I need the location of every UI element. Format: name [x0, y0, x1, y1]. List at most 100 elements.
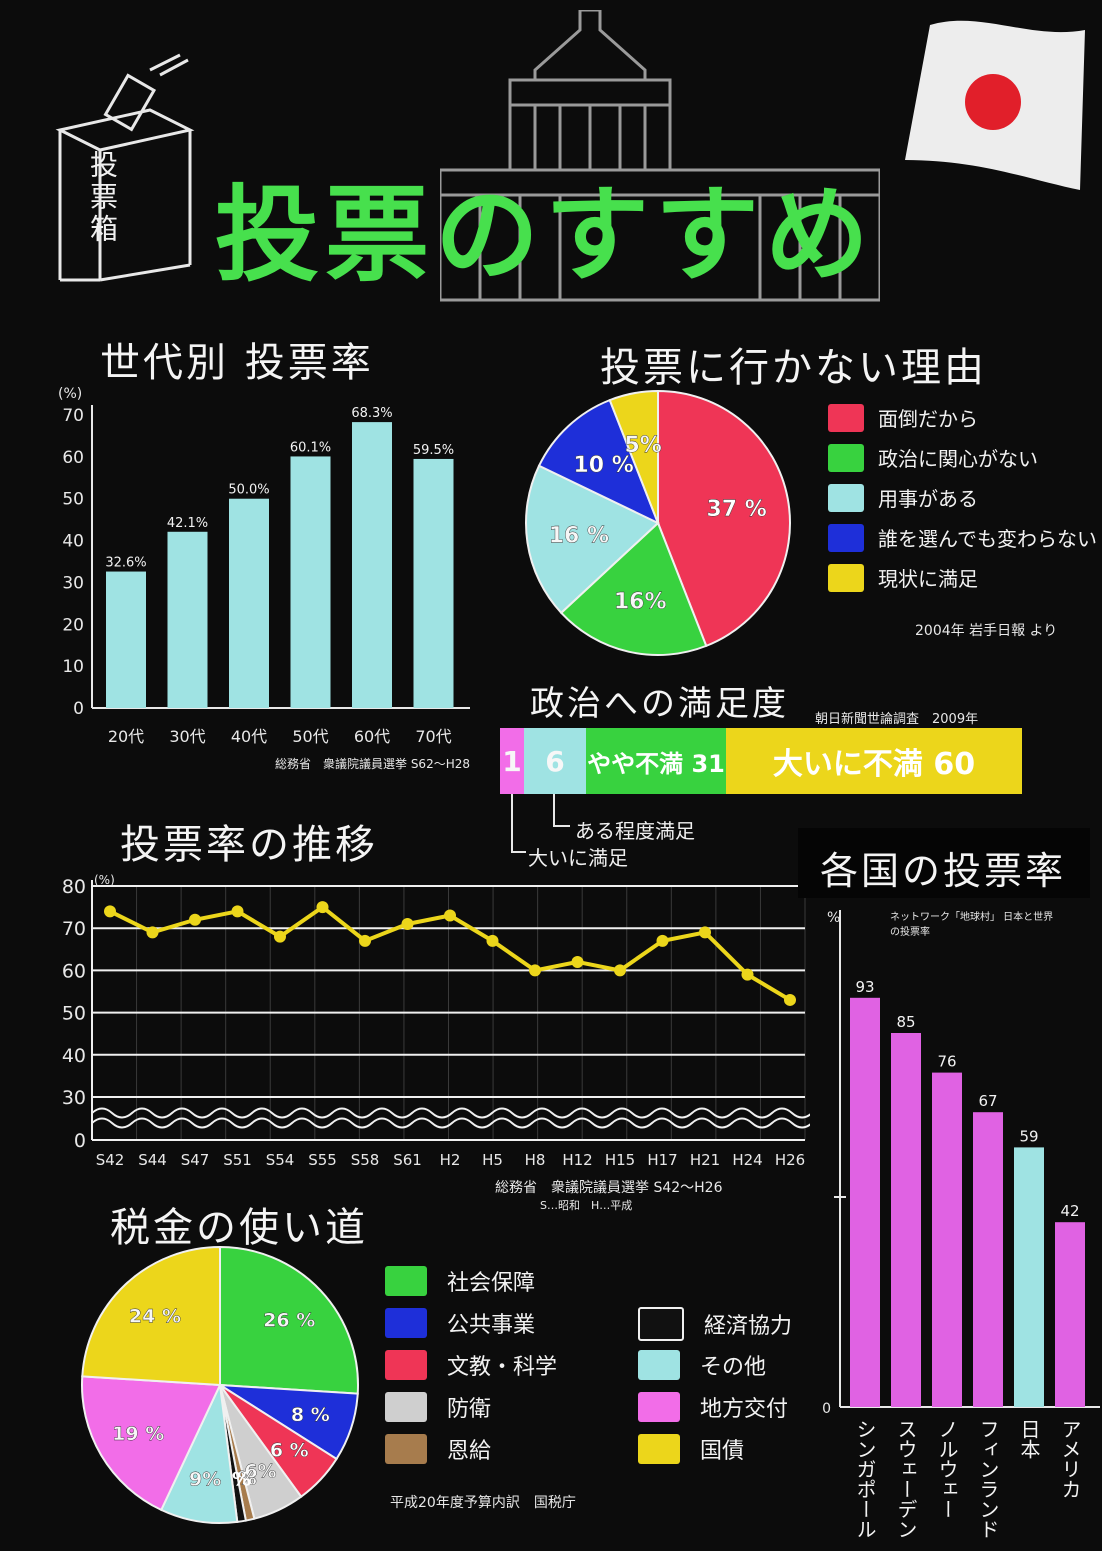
x-tick-label: S61	[393, 1151, 422, 1169]
ballot-box-label: 投票箱	[86, 150, 119, 246]
legend-label: 文教・科学	[447, 1355, 558, 1380]
tax-slice-label: 9%	[189, 1468, 221, 1490]
x-tick-label: ノルウェー	[935, 1419, 959, 1519]
country-bar	[932, 1072, 962, 1407]
age-bar	[167, 531, 208, 708]
y-tick-label: 0	[822, 1401, 831, 1417]
x-tick-label: 70代	[415, 727, 451, 746]
diet-building-icon	[440, 10, 880, 302]
bar-value-label: 85	[896, 1013, 915, 1031]
y-tick-label: 80	[62, 876, 86, 898]
legend-swatch	[385, 1434, 427, 1464]
legend-item: 文教・科学	[385, 1349, 557, 1381]
japan-flag-icon	[905, 20, 1085, 190]
legend-item: 公共事業	[385, 1307, 535, 1339]
legend-label: 国債	[700, 1439, 745, 1464]
x-tick-label: S42	[96, 1151, 125, 1169]
page-title: 投票のすすめ	[215, 174, 876, 296]
reason-slice	[559, 521, 708, 656]
reason-slice-label: 5%	[624, 433, 661, 458]
y-tick-label: 0	[73, 699, 84, 719]
x-tick-label: 40代	[231, 727, 267, 746]
x-tick-label: H12	[562, 1151, 592, 1169]
legend-swatch	[638, 1307, 684, 1341]
legend-label: その他	[700, 1355, 767, 1380]
legend-item: 地方交付	[638, 1391, 788, 1423]
legend-swatch	[638, 1350, 680, 1380]
bar-value-label: 42	[1060, 1202, 1079, 1220]
country-bar	[1055, 1222, 1085, 1407]
x-tick-label: S47	[181, 1151, 210, 1169]
y-tick-label: 40	[62, 1045, 86, 1067]
x-tick-label: 50代	[292, 727, 328, 746]
x-tick-label: H21	[690, 1151, 720, 1169]
turnout-point	[486, 934, 499, 947]
tax-slice	[81, 1375, 222, 1512]
satisfaction-segment: 1	[500, 728, 524, 794]
legend-label: 公共事業	[447, 1313, 536, 1338]
legend-label: 恩給	[447, 1439, 492, 1464]
x-tick-label: H2	[440, 1151, 461, 1169]
x-tick-label: H15	[605, 1151, 635, 1169]
axis-break-wave	[91, 1117, 810, 1129]
legend-label: 地方交付	[700, 1397, 789, 1422]
y-axis-unit: %	[827, 910, 840, 926]
country-bar	[850, 997, 880, 1407]
legend-swatch	[828, 403, 864, 432]
age-turnout-title: 世代別 投票率	[100, 340, 374, 386]
satisfaction-segment: 6	[524, 728, 586, 794]
legend-item: 恩給	[385, 1433, 491, 1465]
legend-label: 現状に満足	[878, 567, 978, 591]
legend-item: 誰を選んでも変わらない	[828, 523, 1097, 552]
legend-item: 政治に関心がない	[828, 443, 1038, 472]
age-turnout-chart: (%) 0 10 20 30 40 50 60 70 32.6% 20代 42.1% 30代 50.0% 4…	[58, 386, 470, 771]
legend-swatch	[828, 563, 864, 592]
turnout-trend-chart: (%) 0 30 40 50 60 70 80 S42 S44 S47 S51 S54 S55 S58 S61…	[62, 873, 810, 1169]
turnout-trend-note: S…昭和 H…平成	[540, 1199, 633, 1212]
turnout-point	[444, 909, 456, 922]
tax-slice	[219, 1245, 359, 1395]
turnout-point	[529, 964, 541, 977]
tax-slice-label: 19 %	[112, 1423, 164, 1445]
bar-value-label: 60.1%	[290, 440, 331, 455]
bar-value-label: 42.1%	[167, 516, 208, 531]
no-vote-reasons-title: 投票に行かない理由	[600, 345, 987, 391]
turnout-point	[104, 905, 116, 918]
x-tick-label: H17	[647, 1151, 677, 1169]
x-tick-label: フィンランド	[976, 1419, 1000, 1539]
bar-value-label: 76	[937, 1053, 956, 1071]
reason-slice	[608, 389, 659, 524]
x-tick-label: S51	[223, 1151, 252, 1169]
y-tick-label: 30	[62, 1087, 86, 1109]
y-tick-label: 20	[62, 615, 84, 635]
legend-item: 国債	[638, 1433, 744, 1465]
country-turnout-title-box	[798, 828, 1090, 898]
reason-slice	[657, 389, 791, 648]
tax-slice-label: 8 %	[291, 1404, 330, 1426]
age-bar	[229, 498, 269, 708]
tax-slice	[81, 1245, 221, 1387]
legend-swatch	[385, 1308, 427, 1338]
x-tick-label: S55	[308, 1151, 337, 1169]
ballot-box-icon	[55, 53, 195, 282]
tax-slice-label: 6%	[244, 1461, 276, 1483]
y-tick-label: 0	[74, 1130, 86, 1152]
turnout-trend-title: 投票率の推移	[120, 822, 378, 868]
x-tick-label: H24	[732, 1151, 762, 1169]
y-tick-label: 70	[62, 918, 86, 940]
no-vote-reasons-source: 2004年 岩手日報 より	[915, 623, 1058, 639]
country-bar	[973, 1112, 1003, 1407]
turnout-point	[784, 993, 796, 1006]
legend-item: 経済協力	[638, 1307, 792, 1341]
x-tick-label: H8	[525, 1151, 546, 1169]
axis-break-wave	[91, 1107, 810, 1119]
bar-value-label: 68.3%	[351, 406, 392, 421]
turnout-point	[656, 934, 669, 947]
x-tick-label: S54	[266, 1151, 295, 1169]
legend-item: 現状に満足	[828, 563, 978, 592]
legend-item: その他	[638, 1349, 766, 1381]
turnout-point	[741, 968, 754, 981]
x-tick-label: シンガポール	[853, 1419, 877, 1539]
legend-label: 面倒だから	[878, 407, 978, 431]
no-vote-reasons-pie: 37 % 16% 16 % 10 %5%	[525, 389, 791, 656]
